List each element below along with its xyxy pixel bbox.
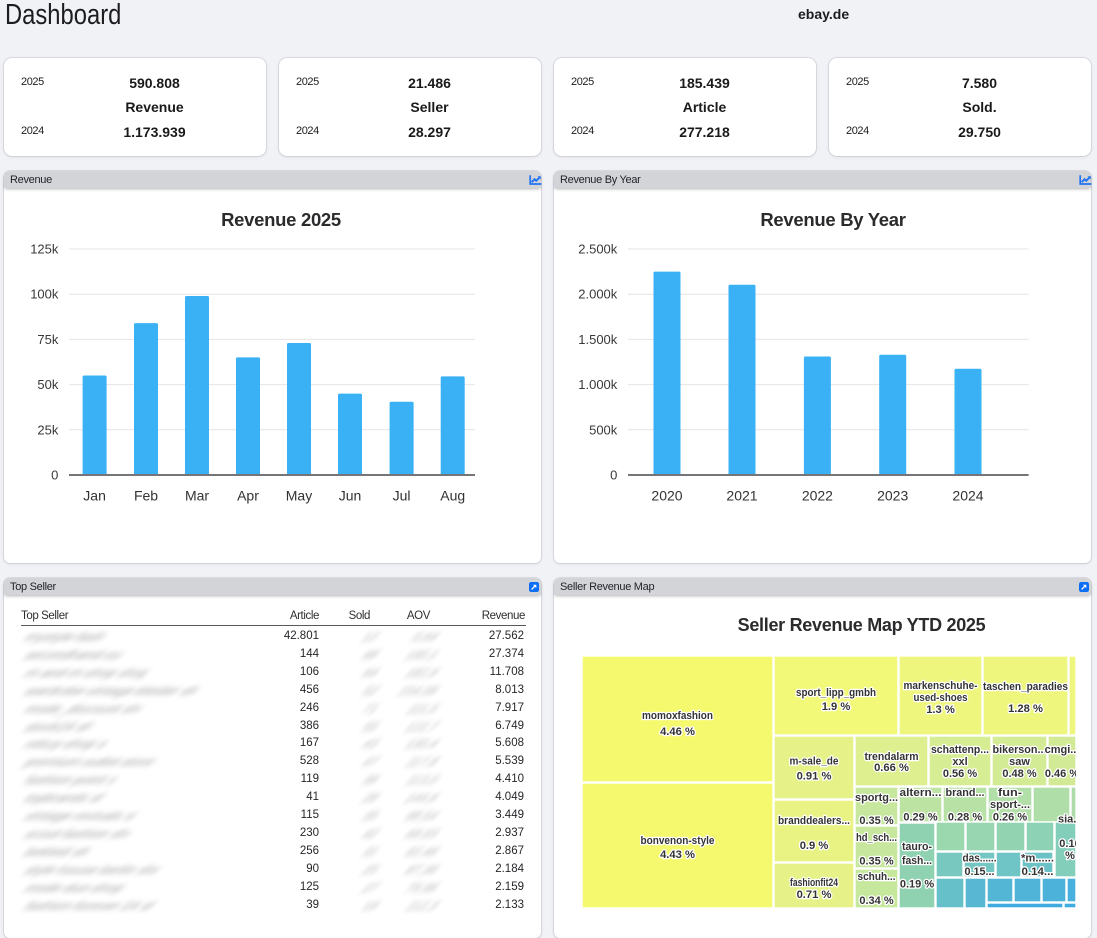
svg-text:0: 0: [51, 468, 58, 483]
svg-text:0.26 %: 0.26 %: [993, 812, 1027, 824]
svg-text:75k: 75k: [37, 332, 58, 347]
svg-text:das......: das......: [963, 853, 997, 865]
svg-text:100k: 100k: [30, 287, 59, 302]
svg-text:Revenue 2025: Revenue 2025: [221, 209, 341, 230]
svg-text:used-shoes: used-shoes: [914, 692, 968, 704]
svg-text:markenschuhe-: markenschuhe-: [904, 680, 978, 692]
svg-text:0.71 %: 0.71 %: [797, 889, 832, 901]
svg-text:trendalarm: trendalarm: [865, 751, 919, 763]
svg-text:bikerson...: bikerson...: [993, 744, 1047, 756]
svg-text:1.9 %: 1.9 %: [822, 701, 851, 713]
svg-text:1.28 %: 1.28 %: [1008, 703, 1043, 715]
svg-text:125k: 125k: [30, 242, 59, 257]
svg-text:0: 0: [610, 468, 617, 483]
svg-text:0.66 %: 0.66 %: [874, 762, 909, 774]
svg-text:fash...: fash...: [902, 855, 932, 867]
svg-text:0.56 %: 0.56 %: [943, 768, 977, 780]
svg-text:0.35 %: 0.35 %: [859, 815, 893, 827]
svg-text:bonvenon-style: bonvenon-style: [641, 835, 715, 847]
svg-text:altern...: altern...: [900, 787, 942, 799]
svg-text:tauro-: tauro-: [902, 841, 932, 853]
svg-text:0.34 %: 0.34 %: [859, 895, 893, 907]
svg-text:0.48 %: 0.48 %: [1002, 768, 1036, 780]
svg-text:Mar: Mar: [185, 488, 209, 504]
svg-text:fashionfit24: fashionfit24: [790, 877, 839, 889]
svg-text:0.19 %: 0.19 %: [900, 879, 934, 891]
svg-text:xxl: xxl: [952, 756, 967, 768]
svg-text:sport-...: sport-...: [990, 799, 1030, 811]
svg-text:0.14...: 0.14...: [1022, 866, 1054, 878]
svg-text:0.29 %: 0.29 %: [903, 812, 937, 824]
svg-text:2022: 2022: [802, 488, 833, 504]
svg-text:Apr: Apr: [237, 488, 259, 504]
svg-text:Aug: Aug: [440, 488, 465, 504]
svg-text:25k: 25k: [37, 422, 58, 437]
svg-text:0.91 %: 0.91 %: [797, 771, 832, 783]
svg-text:branddealers...: branddealers...: [778, 815, 850, 827]
svg-text:sportg...: sportg...: [855, 792, 898, 804]
svg-text:500k: 500k: [589, 422, 618, 437]
svg-text:schuh...: schuh...: [858, 871, 896, 883]
svg-text:0.35 %: 0.35 %: [859, 856, 893, 868]
svg-text:Revenue By Year: Revenue By Year: [760, 209, 905, 230]
svg-text:cmgi...: cmgi...: [1045, 744, 1076, 756]
svg-text:saw: saw: [1009, 756, 1030, 768]
svg-text:Jul: Jul: [393, 488, 411, 504]
svg-text:Jun: Jun: [339, 488, 362, 504]
svg-text:2024: 2024: [952, 488, 983, 504]
svg-text:0.16: 0.16: [1059, 838, 1076, 850]
svg-text:taschen_paradies: taschen_paradies: [983, 681, 1068, 693]
svg-text:0.9 %: 0.9 %: [800, 840, 829, 852]
svg-text:Jan: Jan: [83, 488, 106, 504]
svg-text:0.15...: 0.15...: [965, 866, 995, 878]
svg-text:hd_sch...: hd_sch...: [856, 832, 897, 844]
svg-text:schattenp...: schattenp...: [931, 744, 989, 756]
svg-text:2021: 2021: [726, 488, 757, 504]
svg-text:2.500k: 2.500k: [578, 242, 618, 257]
svg-text:50k: 50k: [37, 377, 58, 392]
svg-text:brand...: brand...: [946, 787, 985, 799]
svg-text:m-sale_de: m-sale_de: [790, 756, 839, 768]
svg-text:sia...: sia...: [1058, 814, 1076, 826]
svg-text:2020: 2020: [651, 488, 682, 504]
svg-text:2.000k: 2.000k: [578, 287, 618, 302]
svg-text:sport_lipp_gmbh: sport_lipp_gmbh: [796, 687, 876, 699]
svg-text:fun-: fun-: [998, 787, 1022, 799]
svg-text:4.46 %: 4.46 %: [660, 726, 695, 738]
svg-text:Feb: Feb: [134, 488, 158, 504]
svg-text:4.43 %: 4.43 %: [660, 849, 695, 861]
svg-text:1.000k: 1.000k: [578, 377, 618, 392]
svg-text:0.46 %: 0.46 %: [1045, 768, 1076, 780]
svg-text:2023: 2023: [877, 488, 908, 504]
svg-text:May: May: [286, 488, 312, 504]
svg-text:0.28 %: 0.28 %: [948, 812, 982, 824]
svg-text:1.500k: 1.500k: [578, 332, 618, 347]
svg-text:1.3 %: 1.3 %: [926, 704, 955, 716]
svg-text:%: %: [1065, 850, 1075, 862]
svg-text:*m......: *m......: [1021, 853, 1054, 865]
svg-text:momoxfashion: momoxfashion: [642, 710, 713, 722]
